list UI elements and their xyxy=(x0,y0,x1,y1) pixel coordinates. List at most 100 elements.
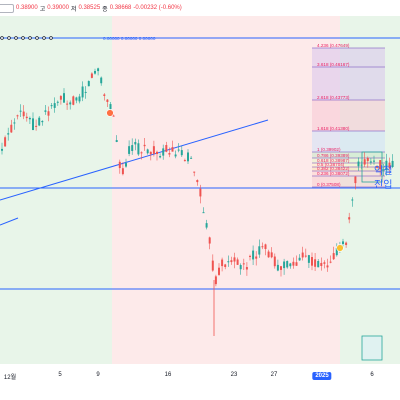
candle-body xyxy=(286,261,289,268)
candle-body xyxy=(379,160,382,170)
candle-body xyxy=(56,101,59,103)
candle-body xyxy=(35,125,38,127)
candle-body xyxy=(314,259,317,267)
candle-body xyxy=(273,256,276,267)
candle-body xyxy=(329,261,332,263)
candle-body xyxy=(53,103,56,108)
ohlc-header: 0.38900 고 0.39000 저 0.38525 종 0.38668 -0… xyxy=(0,0,400,16)
candle-body xyxy=(214,276,217,285)
candle-body xyxy=(84,91,87,93)
candle-body xyxy=(323,262,326,264)
high-value: 0.39000 xyxy=(47,5,69,11)
candle-body xyxy=(345,242,348,245)
fib-band xyxy=(312,100,385,131)
candle-body xyxy=(47,111,50,116)
candle-body xyxy=(125,163,127,167)
red-zone xyxy=(112,16,340,364)
candle-body xyxy=(320,262,323,266)
candle-body xyxy=(59,96,62,100)
candle-body xyxy=(115,140,118,142)
fib-level-label: 0.382 (0.38422) xyxy=(317,166,350,171)
candle-body xyxy=(10,124,13,133)
candle-body xyxy=(211,260,214,271)
candle-body xyxy=(38,117,41,126)
fib-level-label: 0.618 (0.38987) xyxy=(317,158,350,163)
time-axis-tick: 6 xyxy=(370,372,374,378)
candle-body xyxy=(252,250,255,260)
line-anchor-point xyxy=(49,36,53,40)
candle-body xyxy=(103,94,106,96)
fib-level-label: 0.236 (0.38072) xyxy=(317,171,350,176)
line-anchor-point xyxy=(35,36,39,40)
line-anchor-point xyxy=(21,36,25,40)
line-anchor-point xyxy=(42,36,46,40)
candle-body xyxy=(202,212,205,214)
candle-body xyxy=(227,261,230,263)
candle-body xyxy=(276,264,279,271)
candle-body xyxy=(270,252,273,258)
fib-band xyxy=(312,48,385,67)
candle-body xyxy=(363,159,366,165)
fib-level-label: 0 (0.37508) xyxy=(317,182,341,187)
candle-body xyxy=(357,161,360,167)
candle-body xyxy=(81,86,84,98)
candle-body xyxy=(143,144,146,147)
candle-body xyxy=(171,147,174,152)
candle-body xyxy=(298,257,301,261)
candle-body xyxy=(261,246,264,248)
candle-body xyxy=(97,68,100,72)
candle-body xyxy=(152,146,155,154)
candle-body xyxy=(28,117,31,120)
take-profit-label: 익절 xyxy=(374,164,392,177)
candle-body xyxy=(366,158,369,162)
candle-body xyxy=(1,148,3,151)
candle-body xyxy=(32,118,34,130)
candle-body xyxy=(118,161,121,169)
candle-body xyxy=(106,99,109,102)
candle-body xyxy=(41,120,44,123)
candle-body xyxy=(205,223,208,228)
candle-body xyxy=(100,77,103,84)
candle-body xyxy=(66,103,69,105)
change-value: -0.00232 (-0.60%) xyxy=(133,5,182,11)
candle-body xyxy=(208,237,211,244)
high-label: 고 xyxy=(39,6,46,13)
candle-body xyxy=(245,267,248,270)
time-axis-tick: 9 xyxy=(96,372,100,378)
line-anchor-point xyxy=(0,36,4,40)
candle-body xyxy=(128,146,131,154)
fib-band xyxy=(312,67,385,100)
candle-body xyxy=(388,162,391,169)
candle-body xyxy=(146,149,149,154)
candle-body xyxy=(7,133,10,135)
candle-body xyxy=(332,253,335,260)
candle-body xyxy=(19,110,22,112)
low-label: 저 xyxy=(70,6,77,13)
candle-body xyxy=(258,246,261,255)
candle-body xyxy=(87,81,90,87)
time-axis-tick: 5 xyxy=(58,372,62,378)
candle-body xyxy=(342,241,344,244)
low-value: 0.38525 xyxy=(78,5,101,11)
fib-band xyxy=(312,167,385,171)
legend-toggle-button[interactable] xyxy=(0,3,14,13)
close-value: 0.38668 xyxy=(109,5,132,11)
open-value: 0.38900 xyxy=(16,5,38,11)
candle-body xyxy=(354,176,357,184)
candle-body xyxy=(230,260,233,263)
event-marker-icon xyxy=(106,109,114,117)
candle-body xyxy=(307,255,310,263)
fib-level-label: 2.618 (0.43773) xyxy=(317,95,350,100)
candle-body xyxy=(140,152,143,154)
time-axis[interactable]: 12월 5 9 16 23 27 2025 6 xyxy=(0,364,400,400)
candle-body xyxy=(369,161,372,163)
candle-body xyxy=(283,261,286,269)
candle-body xyxy=(156,151,158,155)
time-axis-tick: 2025 xyxy=(312,372,332,380)
candle-body xyxy=(134,141,137,145)
fib-band xyxy=(312,176,385,187)
candle-body xyxy=(373,160,375,162)
candle-body xyxy=(69,102,72,105)
